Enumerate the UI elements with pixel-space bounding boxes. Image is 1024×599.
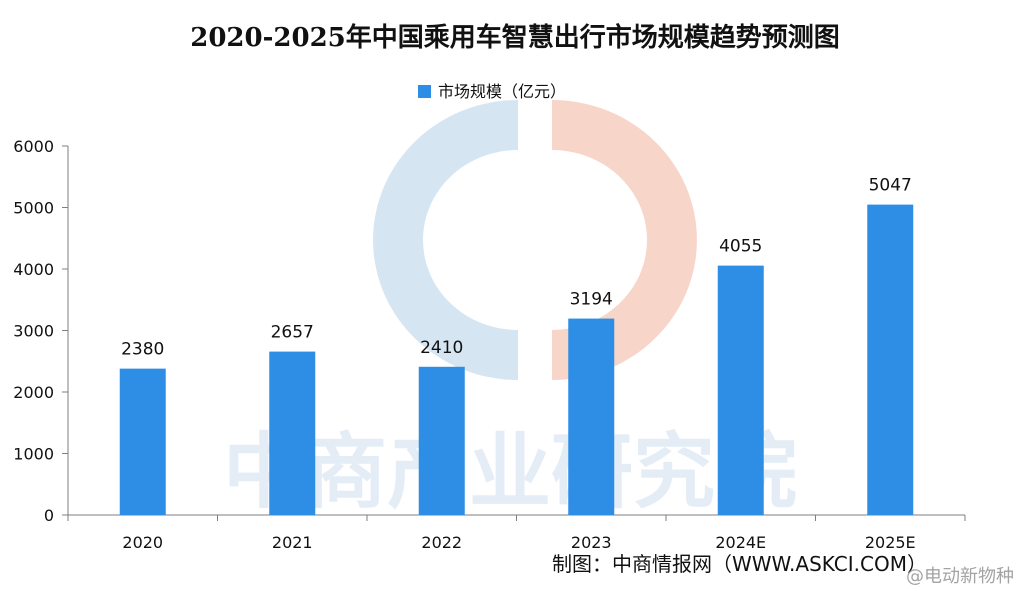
bar-2020: [119, 368, 166, 515]
data-label-2020: 2380: [121, 340, 164, 360]
x-tick-label: 2024E: [715, 533, 766, 552]
legend-label: 市场规模（亿元）: [438, 82, 566, 101]
data-label-2024E: 4055: [719, 237, 762, 257]
source-note: 制图：中商情报网（WWW.ASKCI.COM）: [552, 552, 927, 576]
chart-title: 2020-2025年中国乘用车智慧出行市场规模趋势预测图: [190, 22, 840, 53]
data-label-2022: 2410: [420, 338, 463, 358]
bar-2022: [418, 366, 465, 515]
data-labels: 2380 2657 2410 3194 4055 5047: [121, 176, 912, 360]
watermark-logo-right: [552, 100, 697, 380]
y-tick-label: 6000: [13, 137, 54, 156]
legend-swatch: [418, 85, 431, 98]
x-tick-label: 2022: [421, 533, 462, 552]
weibo-tag: @电动新物种: [906, 566, 1014, 587]
bars: [119, 204, 914, 515]
data-label-2021: 2657: [271, 323, 314, 343]
y-tick-label: 5000: [13, 199, 54, 218]
bar-2025E: [867, 204, 914, 515]
x-tick-label: 2025E: [865, 533, 916, 552]
y-tick-label: 3000: [13, 322, 54, 341]
watermark: 中商产业研究院: [223, 100, 797, 520]
data-label-2023: 3194: [570, 290, 613, 310]
legend: 市场规模（亿元）: [418, 82, 566, 101]
y-tick-label: 2000: [13, 383, 54, 402]
y-tick-label: 1000: [13, 445, 54, 464]
y-tick-label: 0: [44, 506, 54, 525]
bar-2023: [568, 318, 615, 515]
x-tick-label: 2023: [571, 533, 612, 552]
y-tick-label: 4000: [13, 260, 54, 279]
watermark-text: 中商产业研究院: [223, 425, 797, 520]
y-ticks: 0 1000 2000 3000 4000 5000 6000: [13, 137, 68, 525]
x-tick-label: 2021: [272, 533, 313, 552]
bar-2024E: [717, 265, 764, 515]
data-label-2025E: 5047: [869, 176, 912, 196]
x-tick-label: 2020: [122, 533, 163, 552]
bar-2021: [269, 351, 316, 515]
x-ticks: 2020 2021 2022 2023 2024E 2025E: [67, 515, 966, 552]
watermark-logo-left: [373, 100, 518, 380]
